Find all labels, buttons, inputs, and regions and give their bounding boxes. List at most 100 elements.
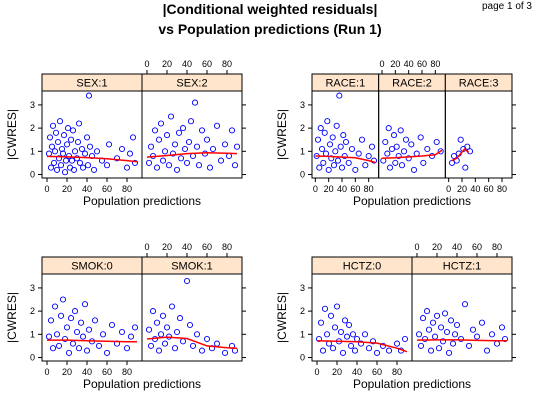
data-point (336, 92, 343, 99)
data-point (74, 138, 82, 146)
data-point (221, 349, 229, 356)
data-point (99, 331, 107, 338)
data-point (159, 157, 167, 164)
data-point (173, 328, 181, 336)
x-tick-label: 60 (417, 59, 427, 69)
data-point (362, 162, 369, 169)
data-point (332, 148, 339, 155)
data-point (85, 326, 93, 333)
data-point (59, 296, 67, 303)
data-point (175, 129, 183, 136)
data-point (209, 145, 217, 153)
data-point (49, 122, 57, 129)
data-point (189, 342, 197, 349)
data-point (50, 159, 58, 166)
data-point (373, 349, 381, 356)
data-point (167, 113, 175, 120)
data-point (51, 303, 59, 310)
data-point (425, 326, 433, 333)
data-point (145, 326, 153, 333)
data-point (453, 321, 461, 329)
data-point (317, 319, 325, 326)
x-tick-label: 80 (222, 242, 232, 252)
x-tick-label: 20 (457, 184, 467, 194)
panel-strip-label: RACE:3 (459, 78, 499, 90)
data-point (67, 315, 75, 322)
chart-smok: SMOK:0 0 20 40 60 80 SMOK:1 0 20 40 60 80 0 1 2 3 Popula… (5, 242, 246, 391)
smooth-line (315, 155, 376, 164)
data-point (408, 141, 415, 148)
x-tick-label: 60 (202, 59, 212, 69)
data-point (129, 134, 137, 141)
data-point (179, 125, 187, 132)
smooth-line (316, 340, 408, 353)
data-point (47, 317, 55, 324)
panel-smok-1: SMOK:1 0 20 40 60 80 (141, 242, 243, 362)
data-point (392, 159, 399, 166)
data-point (53, 166, 61, 173)
smooth-line (416, 339, 507, 342)
data-point (65, 349, 73, 356)
data-point (45, 150, 53, 157)
data-point (334, 157, 342, 164)
data-point (179, 338, 187, 345)
x-tick-label: 40 (352, 367, 362, 377)
data-point (457, 335, 465, 343)
data-point (424, 145, 431, 153)
data-point (79, 333, 87, 340)
y-tick-label: 1 (300, 329, 305, 339)
y-tick-label: 2 (30, 123, 35, 133)
x-tick-label: 0 (446, 184, 451, 194)
figure-title: |Conditional weighted residuals| (163, 1, 378, 17)
x-tick-label: 0 (414, 242, 419, 252)
data-point (348, 145, 356, 153)
data-point (330, 162, 338, 169)
data-point (118, 328, 126, 336)
data-point (445, 349, 453, 356)
panel-strip-label: RACE:1 (325, 78, 365, 90)
data-point (161, 148, 169, 155)
data-point (382, 138, 389, 146)
x-tick-label: 0 (144, 242, 149, 252)
x-tick-label: 60 (102, 184, 112, 194)
smooth-line (381, 149, 443, 160)
data-point (161, 340, 169, 347)
data-point (401, 335, 409, 343)
data-point (189, 152, 197, 160)
panel-frame (444, 90, 513, 179)
y-axis-label: |CWRES| (275, 292, 289, 343)
data-point (203, 335, 211, 343)
data-point (393, 340, 401, 347)
data-point (328, 155, 335, 162)
data-point (327, 312, 335, 319)
data-point (63, 324, 71, 331)
data-point (415, 331, 423, 338)
data-point (433, 138, 440, 146)
x-tick-label: 40 (82, 367, 92, 377)
data-point (314, 136, 322, 143)
data-point (435, 345, 443, 352)
panel-hctz-1: HCTZ:1 0 20 40 60 80 (411, 242, 513, 362)
data-point (384, 150, 391, 157)
data-point (65, 152, 73, 160)
chart-hctz: HCTZ:0 0 20 40 60 80 HCTZ:1 0 20 40 60 80 0 1 2 3 Popula… (275, 242, 516, 391)
x-tick-label: 40 (182, 59, 192, 69)
y-tick-label: 2 (300, 123, 305, 133)
data-point (325, 166, 332, 173)
data-point (318, 145, 326, 153)
data-point (90, 166, 98, 173)
data-point (213, 122, 221, 129)
data-point (347, 342, 355, 349)
data-point (55, 342, 63, 349)
data-point (385, 125, 392, 132)
y-tick-label: 0 (300, 353, 305, 363)
data-point (462, 164, 469, 171)
data-point (187, 118, 195, 125)
data-point (183, 159, 191, 166)
data-point (51, 148, 59, 155)
data-point (483, 347, 491, 354)
data-point (352, 166, 359, 173)
y-tick-label: 0 (30, 170, 35, 180)
